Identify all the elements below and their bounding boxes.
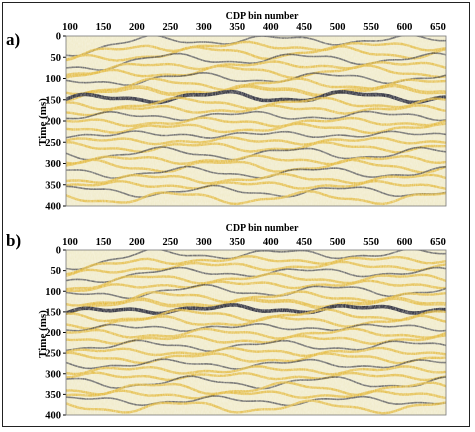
x-tick-label: 300 xyxy=(196,22,212,33)
panel-b-y-tick-labels: 0 50 100 150 200 250 300 350 400 xyxy=(45,246,66,422)
x-tick-label: 200 xyxy=(129,237,145,248)
y-tick-label: 100 xyxy=(45,287,61,298)
x-tick-label: 450 xyxy=(296,22,312,33)
panel-a-x-tick-labels: 100 150 200 250 300 350 400 450 500 550 600 650 xyxy=(62,22,446,33)
x-tick-label: 650 xyxy=(430,237,446,248)
panel-b-label: b) xyxy=(6,231,21,250)
y-tick-label: 400 xyxy=(45,411,61,422)
panel-a-y-axis-title: Time (ms) xyxy=(37,98,49,146)
y-tick-label: 150 xyxy=(45,95,61,106)
y-tick-label: 100 xyxy=(45,74,61,85)
x-tick-label: 600 xyxy=(397,237,413,248)
panel-a-label: a) xyxy=(6,30,20,49)
y-tick-label: 400 xyxy=(45,202,61,213)
x-tick-label: 250 xyxy=(162,22,178,33)
x-tick-label: 400 xyxy=(263,237,279,248)
panel-b-x-tick-labels: 100 150 200 250 300 350 400 450 500 550 600 650 xyxy=(62,237,446,248)
x-tick-label: 550 xyxy=(363,237,379,248)
y-tick-label: 50 xyxy=(51,53,62,64)
x-tick-label: 350 xyxy=(229,22,245,33)
panel-b-seismic-section xyxy=(65,249,447,416)
y-tick-label: 0 xyxy=(56,246,61,257)
x-tick-label: 250 xyxy=(162,237,178,248)
x-tick-label: 350 xyxy=(229,237,245,248)
x-tick-label: 500 xyxy=(330,237,346,248)
y-tick-label: 350 xyxy=(45,180,61,191)
x-tick-label: 150 xyxy=(96,237,112,248)
figure-frame xyxy=(2,2,470,427)
panel-b-x-axis-title: CDP bin number xyxy=(226,223,299,234)
section-border xyxy=(65,249,447,416)
x-tick-label: 150 xyxy=(96,22,112,33)
x-tick-label: 100 xyxy=(62,237,78,248)
y-tick-label: 300 xyxy=(45,159,61,170)
x-tick-label: 650 xyxy=(430,22,446,33)
x-tick-label: 500 xyxy=(330,22,346,33)
panel-a-seismic-section xyxy=(65,35,447,207)
y-tick-label: 250 xyxy=(45,349,61,360)
y-tick-label: 350 xyxy=(45,390,61,401)
noise-texture xyxy=(66,250,446,415)
panel-b: b) CDP bin number Time (ms) 100 150 200 250… xyxy=(6,223,447,422)
x-tick-label: 300 xyxy=(196,237,212,248)
y-tick-label: 50 xyxy=(51,266,62,277)
panel-a-y-tick-labels: 0 50 100 150 200 250 300 350 400 xyxy=(45,32,66,213)
y-tick-label: 300 xyxy=(45,369,61,380)
x-tick-label: 400 xyxy=(263,22,279,33)
x-tick-label: 100 xyxy=(62,22,78,33)
section-border xyxy=(65,35,447,207)
x-tick-label: 450 xyxy=(296,237,312,248)
panel-a-x-axis-title: CDP bin number xyxy=(226,11,299,22)
y-tick-label: 150 xyxy=(45,307,61,318)
y-tick-label: 0 xyxy=(56,32,61,43)
y-tick-label: 250 xyxy=(45,138,61,149)
x-tick-label: 600 xyxy=(397,22,413,33)
y-tick-label: 200 xyxy=(45,117,61,128)
y-tick-label: 200 xyxy=(45,328,61,339)
noise-texture xyxy=(66,36,446,206)
panel-a: a) CDP bin number Time (ms) 100 150 200 250… xyxy=(6,11,447,213)
x-tick-label: 200 xyxy=(129,22,145,33)
panel-b-y-axis-title: Time (ms) xyxy=(37,310,49,358)
x-tick-label: 550 xyxy=(363,22,379,33)
